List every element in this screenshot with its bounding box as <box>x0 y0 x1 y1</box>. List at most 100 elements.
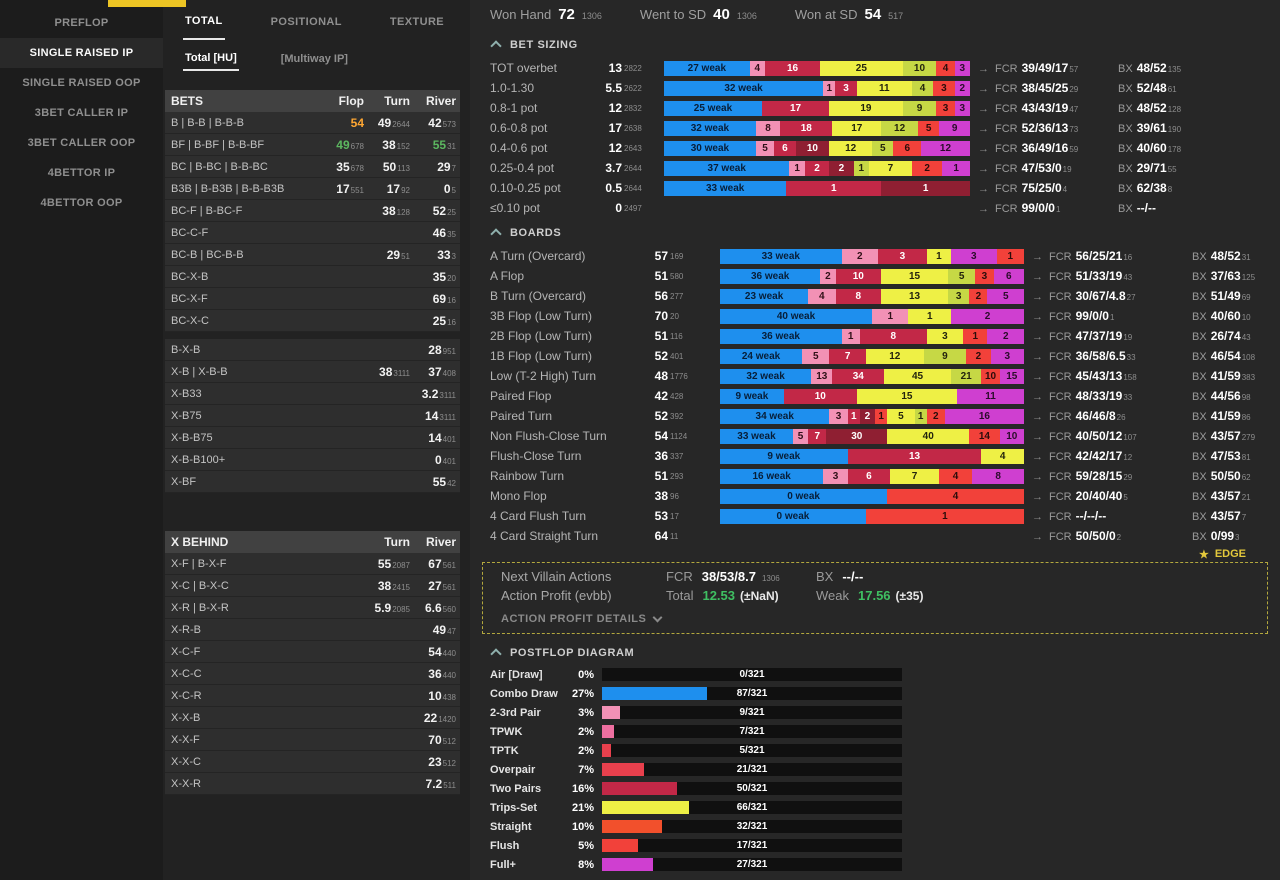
stat-row[interactable]: B Turn (Overcard) 56 277 23 weak 4 8 13 3 2 5 → FCR… <box>490 286 1280 306</box>
sidebar-item-preflop[interactable]: PREFLOP <box>54 17 109 29</box>
bar-segment: 1 <box>789 160 805 176</box>
stat-row[interactable]: A Flop 51 580 36 weak 2 10 15 5 3 6 → FCR 51/33/19 43… <box>490 266 1280 286</box>
stat-row[interactable]: 1.0-1.30 5.5 2622 32 weak 1 3 11 4 3 2 → FCR 38/45/2… <box>490 78 1280 98</box>
table-row[interactable]: X-B-B75 14401 <box>165 427 460 449</box>
distribution-fill <box>602 858 653 871</box>
sidebar-item-single-raised-ip[interactable]: SINGLE RAISED IP <box>0 38 163 68</box>
stat-row[interactable]: Paired Turn 52 392 34 weak 3 1 2 1 5 1 2 16 → FCR 46/4… <box>490 406 1280 426</box>
row-value: 12 <box>608 141 622 155</box>
stat-row[interactable]: 4 Card Straight Turn 64 11 → FCR 50/50/0 2 BX 0/… <box>490 526 1280 546</box>
fcr-stat: → FCR 50/50/0 2 <box>1032 529 1192 543</box>
table-row[interactable]: X-C | B-X-C 382415 27561 <box>165 575 460 597</box>
distribution-track: 66/321 <box>602 801 902 814</box>
fcr-stat: → FCR 20/40/40 5 <box>1032 489 1192 503</box>
stat-row[interactable]: Paired Flop 42 428 9 weak 10 15 11 → FCR 48/33/19… <box>490 386 1280 406</box>
stat-row[interactable]: 0.25-0.4 pot 3.7 2644 37 weak 1 2 2 1 7 2 1 → FCR 47/… <box>490 158 1280 178</box>
bar-segment: 2 <box>859 408 876 424</box>
table-row[interactable]: X-BF 5542 <box>165 471 460 493</box>
hand-class-row[interactable]: Overpair 7% 21/321 <box>490 760 1280 779</box>
cell: 143111 <box>410 407 456 425</box>
hand-class-row[interactable]: TPTK 2% 5/321 <box>490 741 1280 760</box>
action-profit-details-toggle[interactable]: ACTION PROFIT DETAILS <box>501 607 1257 631</box>
table-row[interactable]: BC-B | BC-B-B 2951 333 <box>165 244 460 266</box>
stat-row[interactable]: 0.4-0.6 pot 12 2643 30 weak 5 6 10 12 5 6 12 → FCR 36… <box>490 138 1280 158</box>
table-row[interactable]: BC-X-B 3520 <box>165 266 460 288</box>
arrow-icon: → <box>978 183 989 195</box>
table-row[interactable]: X-F | B-X-F 552087 67561 <box>165 553 460 575</box>
subtab-total-hu[interactable]: Total [HU] <box>183 45 239 71</box>
star-icon: ★ <box>1198 548 1209 561</box>
table-row[interactable]: X-B75 143111 <box>165 405 460 427</box>
fcr-count: 107 <box>1123 433 1137 442</box>
stat-row[interactable]: Non Flush-Close Turn 54 1124 33 weak 5 7 30 40 1… <box>490 426 1280 446</box>
hand-class-row[interactable]: Combo Draw 27% 87/321 <box>490 684 1280 703</box>
hand-class-row[interactable]: Air [Draw] 0% 0/321 <box>490 665 1280 684</box>
tab-positional[interactable]: POSITIONAL <box>270 16 342 28</box>
stat-row[interactable]: 4 Card Flush Turn 53 17 0 weak 1 → FCR --/--/--… <box>490 506 1280 526</box>
table-row[interactable]: B | B-B | B-B-B 54 492644 42573 <box>165 112 460 134</box>
stat-row[interactable]: ≤0.10 pot 0 2497 → FCR 99/0/0 1 BX --/-- <box>490 198 1280 218</box>
postflop-header[interactable]: POSTFLOP DIAGRAM <box>490 644 1280 662</box>
hand-class-row[interactable]: Flush 5% 17/321 <box>490 836 1280 855</box>
stat-row[interactable]: Low (T-2 High) Turn 48 1776 32 weak 13 34 45 21… <box>490 366 1280 386</box>
hand-class-row[interactable]: TPWK 2% 7/321 <box>490 722 1280 741</box>
table-row[interactable]: X-X-F 70512 <box>165 729 460 751</box>
stat-row[interactable]: Rainbow Turn 51 293 16 weak 3 6 7 4 8 → FCR 59/28/1… <box>490 466 1280 486</box>
table-row[interactable]: X-R | B-X-R 5.92085 6.6560 <box>165 597 460 619</box>
table-row[interactable]: B-X-B 28951 <box>165 339 460 361</box>
stat-row[interactable]: Mono Flop 38 96 0 weak 4 → FCR 20/40/40 5 BX 43/57… <box>490 486 1280 506</box>
cell-count: 128 <box>396 207 410 217</box>
arrow-icon: → <box>1032 491 1043 503</box>
table-row[interactable]: X-C-C 36440 <box>165 663 460 685</box>
hand-class-row[interactable]: 2-3rd Pair 3% 9/321 <box>490 703 1280 722</box>
table-row[interactable]: B3B | B-B3B | B-B-B3B 17551 1792 05 <box>165 178 460 200</box>
table-row[interactable]: X-B | X-B-B 383111 37408 <box>165 361 460 383</box>
sidebar-item-3bet-caller-ip[interactable]: 3BET CALLER IP <box>34 107 129 119</box>
stat-row[interactable]: 0.8-1 pot 12 2832 25 weak 17 19 9 3 3 → FCR 43/43/1… <box>490 98 1280 118</box>
bx-value: 50/50 <box>1210 469 1241 483</box>
table-row[interactable]: X-C-F 54440 <box>165 641 460 663</box>
hand-class-row[interactable]: Straight 10% 32/321 <box>490 817 1280 836</box>
table-row[interactable]: BC-X-F 6916 <box>165 288 460 310</box>
stat-row[interactable]: 1B Flop (Low Turn) 52 401 24 weak 5 7 12 9 2 3 → FC… <box>490 346 1280 366</box>
table-row[interactable]: X-X-C 23512 <box>165 751 460 773</box>
sidebar-item-4bettor-ip[interactable]: 4BETTOR IP <box>47 167 116 179</box>
table-row[interactable]: BC-X-C 2516 <box>165 310 460 332</box>
sidebar-item-3bet-caller-oop[interactable]: 3BET CALLER OOP <box>27 137 136 149</box>
table-row[interactable]: X-B-B100+ 0401 <box>165 449 460 471</box>
table-row[interactable]: X-X-B 221420 <box>165 707 460 729</box>
table-row[interactable]: X-B33 3.23111 <box>165 383 460 405</box>
hand-class-row[interactable]: Full+ 8% 27/321 <box>490 855 1280 874</box>
bx-label: BX <box>1192 291 1207 303</box>
table-row[interactable]: BF | B-BF | B-B-BF 49678 38152 5531 <box>165 134 460 156</box>
row-label: 1B Flop (Low Turn) <box>490 349 593 363</box>
stat-row[interactable]: TOT overbet 13 2822 27 weak 4 16 25 10 4 3 → FCR 39/… <box>490 58 1280 78</box>
bar-segment: 2 <box>951 308 1024 324</box>
stat-row[interactable]: 2B Flop (Low Turn) 51 116 36 weak 1 8 3 1 2 → FCR 4… <box>490 326 1280 346</box>
subtab-multiway-ip[interactable]: [Multiway IP] <box>280 53 348 65</box>
stat-row[interactable]: Flush-Close Turn 36 337 9 weak 13 4 → FCR 42/42/… <box>490 446 1280 466</box>
table-row[interactable]: X-R-B 4947 <box>165 619 460 641</box>
tab-total[interactable]: TOTAL <box>183 2 225 40</box>
table-row[interactable]: BC-F | B-BC-F 38128 5225 <box>165 200 460 222</box>
tab-texture[interactable]: TEXTURE <box>389 16 445 28</box>
table-row[interactable]: BC-C-F 4635 <box>165 222 460 244</box>
sidebar-item-single-raised-oop[interactable]: SINGLE RAISED OOP <box>22 77 141 89</box>
bx-label: BX <box>1192 251 1207 263</box>
boards-header[interactable]: BOARDS <box>490 222 1280 244</box>
table-row[interactable]: X-C-R 10438 <box>165 685 460 707</box>
stat-row[interactable]: A Turn (Overcard) 57 169 33 weak 2 3 1 3 1 → FCR 56… <box>490 246 1280 266</box>
cell-count: 561 <box>442 560 456 570</box>
stat-row[interactable]: 3B Flop (Low Turn) 70 20 40 weak 1 1 2 → FCR 99/0… <box>490 306 1280 326</box>
sidebar-item-4bettor-oop[interactable]: 4BETTOR OOP <box>40 197 123 209</box>
row-value: 51 <box>654 269 668 283</box>
table-row[interactable]: X-X-R 7.2511 <box>165 773 460 795</box>
bet-sizing-header[interactable]: BET SIZING <box>490 34 1280 56</box>
stat-row[interactable]: 0.10-0.25 pot 0.5 2644 33 weak 1 1 → FCR 75/25/0… <box>490 178 1280 198</box>
hand-class-row[interactable]: Two Pairs 16% 50/321 <box>490 779 1280 798</box>
stat-row[interactable]: 0.6-0.8 pot 17 2638 32 weak 8 18 17 12 5 9 → FCR 52/… <box>490 118 1280 138</box>
row-label: BC | B-BC | B-B-BC <box>171 160 268 173</box>
bx-value: 48/52 <box>1136 101 1167 115</box>
table-row[interactable]: BC | B-BC | B-B-BC 35678 50113 297 <box>165 156 460 178</box>
hand-class-row[interactable]: Trips-Set 21% 66/321 <box>490 798 1280 817</box>
